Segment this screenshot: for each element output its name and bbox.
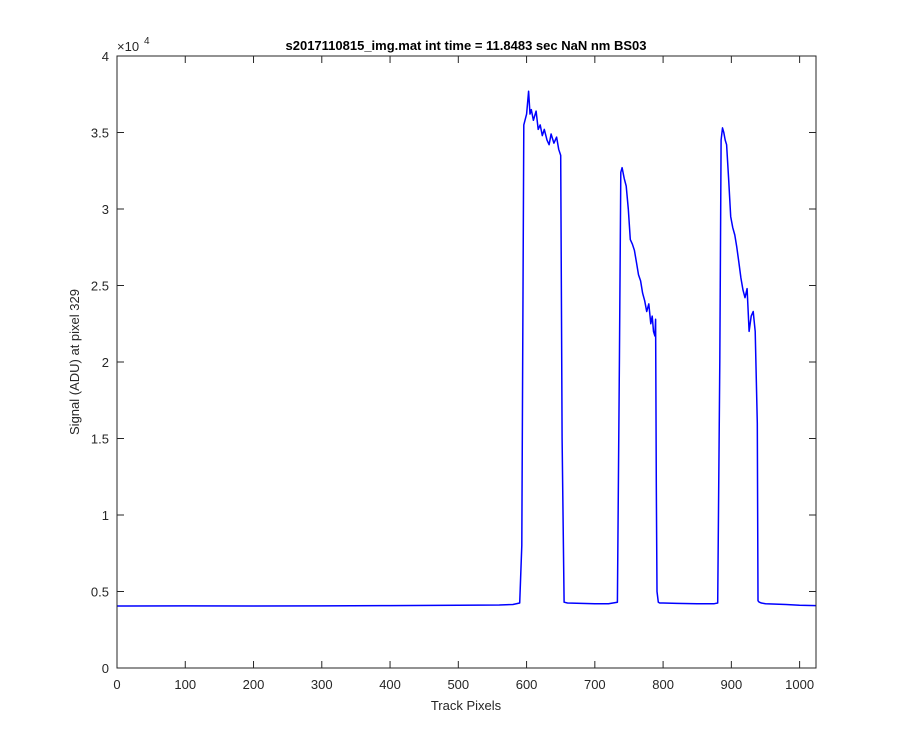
y-axis-label: Signal (ADU) at pixel 329 <box>67 289 82 435</box>
y-tick-label: 3.5 <box>91 126 109 141</box>
y-axis-ticks: 0 0.5 1 1.5 2 2.5 3 3.5 4 <box>91 49 816 676</box>
x-tick-label: 800 <box>652 677 674 692</box>
x-tick-label: 200 <box>243 677 265 692</box>
x-tick-label: 900 <box>721 677 743 692</box>
signal-series-line <box>116 90 817 607</box>
x-tick-label: 1000 <box>785 677 814 692</box>
x-axis-ticks: 0 100 200 300 400 500 600 700 800 900 1000 <box>113 56 814 692</box>
x-tick-label: 0 <box>113 677 120 692</box>
y-axis-exponent-power: 4 <box>144 36 150 47</box>
plot-area <box>117 56 816 668</box>
y-tick-label: 2.5 <box>91 279 109 294</box>
x-tick-label: 400 <box>379 677 401 692</box>
chart-title: s2017110815_img.mat int time = 11.8483 s… <box>286 38 647 53</box>
y-tick-label: 0.5 <box>91 585 109 600</box>
x-tick-label: 500 <box>447 677 469 692</box>
x-tick-label: 600 <box>516 677 538 692</box>
y-tick-label: 1 <box>102 508 109 523</box>
y-tick-label: 2 <box>102 355 109 370</box>
y-tick-label: 3 <box>102 202 109 217</box>
x-tick-label: 300 <box>311 677 333 692</box>
y-tick-label: 4 <box>102 49 109 64</box>
x-tick-label: 700 <box>584 677 606 692</box>
y-tick-label: 1.5 <box>91 432 109 447</box>
x-axis-label: Track Pixels <box>431 698 502 713</box>
x-tick-label: 100 <box>174 677 196 692</box>
y-axis-exponent: ×10 4 <box>117 36 150 54</box>
y-tick-label: 0 <box>102 661 109 676</box>
data-layer <box>116 90 817 607</box>
y-axis-exponent-base: ×10 <box>117 39 139 54</box>
